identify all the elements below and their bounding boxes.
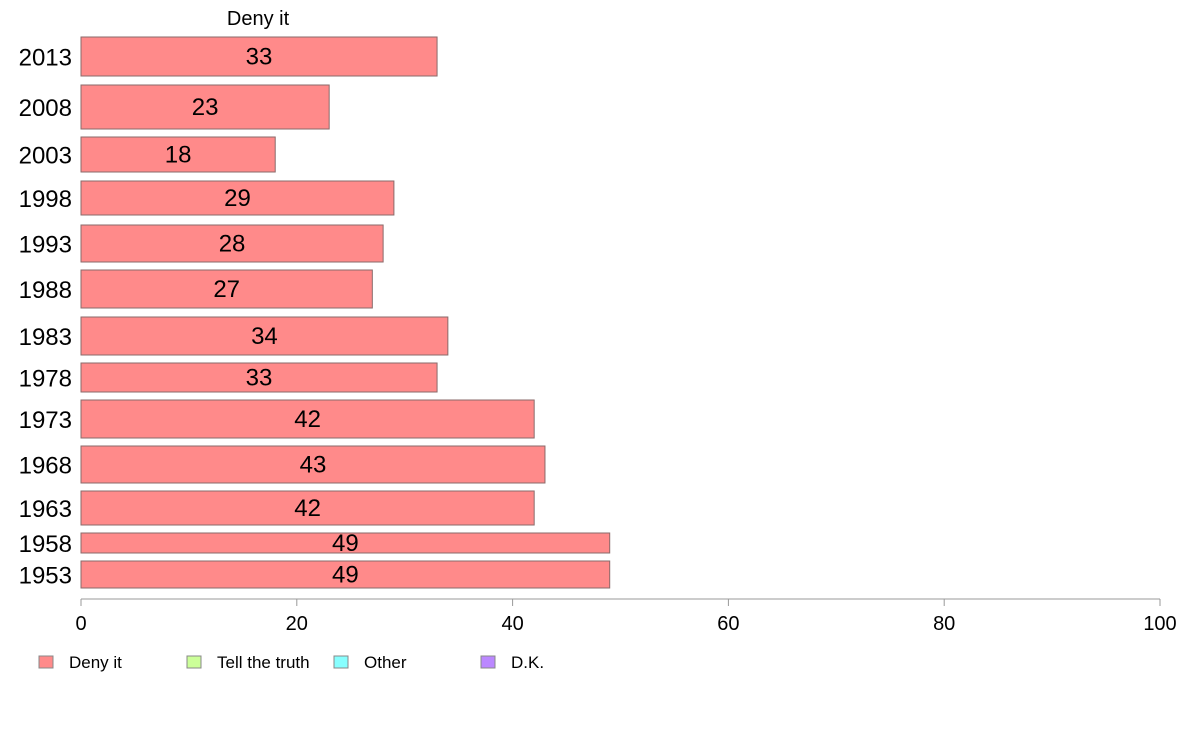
x-tick-label-100: 100 — [1143, 613, 1176, 635]
legend-swatch-2 — [333, 655, 349, 669]
category-label-1963: 1963 — [19, 496, 72, 523]
x-tick-label-20: 20 — [286, 613, 308, 635]
category-label-1983: 1983 — [19, 324, 72, 351]
bar-1973 — [80, 399, 535, 439]
bar-1993 — [80, 224, 384, 263]
data-label-1978: 33 — [246, 365, 273, 392]
category-label-1993: 1993 — [19, 232, 72, 259]
data-label-1968: 43 — [300, 452, 327, 479]
category-label-2013: 2013 — [19, 45, 72, 72]
category-label-1953: 1953 — [19, 563, 72, 590]
bar-1968 — [80, 445, 546, 484]
data-label-1993: 28 — [219, 231, 246, 258]
data-label-1973: 42 — [294, 406, 321, 433]
x-tick-label-80: 80 — [933, 613, 955, 635]
bar-2008 — [80, 84, 330, 130]
category-label-1988: 1988 — [19, 277, 72, 304]
bar-1978 — [80, 362, 438, 393]
data-label-2003: 18 — [165, 142, 192, 169]
data-label-1958: 49 — [332, 530, 359, 557]
x-tick-label-60: 60 — [717, 613, 739, 635]
data-label-1963: 42 — [294, 495, 321, 522]
category-labels: 2013 2008 2003 1998 1993 1988 1983 1978 1973 1968… — [19, 45, 72, 590]
bar-1963 — [80, 490, 535, 526]
bar-1983 — [80, 316, 449, 356]
bar-2003 — [80, 136, 276, 173]
x-tick-label-40: 40 — [501, 613, 523, 635]
bar-1988 — [80, 269, 373, 309]
category-label-2008: 2008 — [19, 95, 72, 122]
bar-1953 — [80, 560, 611, 589]
category-label-1978: 1978 — [19, 366, 72, 393]
x-axis: 0 20 40 60 80 100 — [75, 598, 1177, 635]
category-label-2003: 2003 — [19, 143, 72, 170]
category-label-1973: 1973 — [19, 407, 72, 434]
legend: Deny it Tell the truth Other D.K. — [38, 653, 544, 672]
bar-1998 — [80, 180, 395, 216]
category-label-1998: 1998 — [19, 186, 72, 213]
legend-swatch-1 — [186, 655, 202, 669]
data-label-2013: 33 — [246, 44, 273, 71]
data-label-1988: 27 — [213, 276, 240, 303]
bar-2013 — [80, 36, 438, 77]
legend-label-1: Tell the truth — [217, 653, 310, 672]
legend-swatch-3 — [480, 655, 496, 669]
legend-swatch-0 — [38, 655, 54, 669]
category-label-1958: 1958 — [19, 531, 72, 558]
data-label-2008: 23 — [192, 94, 219, 121]
data-label-1953: 49 — [332, 562, 359, 589]
chart-title: Deny it — [227, 8, 290, 30]
legend-label-0: Deny it — [69, 653, 122, 672]
x-tick-label-0: 0 — [75, 613, 86, 635]
category-label-1968: 1968 — [19, 453, 72, 480]
legend-label-2: Other — [364, 653, 407, 672]
data-label-1983: 34 — [251, 323, 278, 350]
data-label-1998: 29 — [224, 185, 251, 212]
bar-1958 — [80, 532, 611, 554]
legend-label-3: D.K. — [511, 653, 544, 672]
